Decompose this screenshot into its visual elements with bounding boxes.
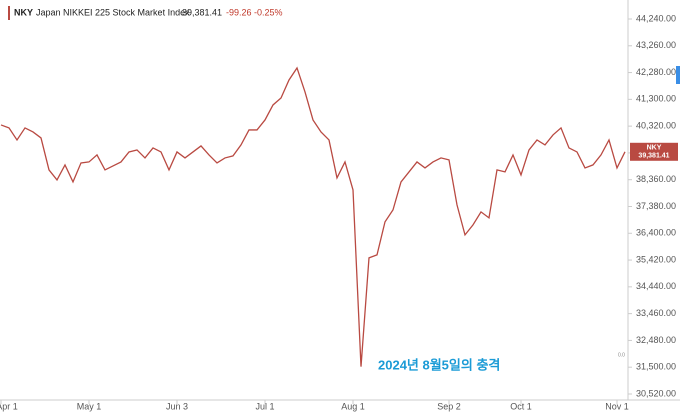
marker-text: 0.0 — [618, 352, 625, 358]
y-tick-label: 30,520.00 — [636, 388, 676, 398]
y-tick-label: 33,460.00 — [636, 308, 676, 318]
x-tick-label: Jul 1 — [255, 401, 274, 411]
x-tick-label: May 1 — [77, 401, 102, 411]
y-tick-label: 32,480.00 — [636, 335, 676, 345]
annotation: 2024년 8월5일의 충격 — [378, 357, 500, 372]
change: -99.26 — [226, 7, 252, 17]
y-tick-label: 41,300.00 — [636, 94, 676, 104]
x-tick-label: Jun 3 — [166, 401, 188, 411]
y-tick-label: 34,440.00 — [636, 281, 676, 291]
header-accent — [8, 6, 10, 20]
x-tick-label: Aug 1 — [341, 401, 365, 411]
y-tick-label: 42,280.00 — [636, 67, 676, 77]
index-name: Japan NIKKEI 225 Stock Market Index — [36, 7, 190, 17]
price-line — [0, 66, 626, 367]
last-badge — [630, 142, 678, 161]
x-tick-label: Apr 1 — [0, 401, 18, 411]
y-tick-label: 38,360.00 — [636, 174, 676, 184]
y-tick-label: 35,420.00 — [636, 254, 676, 264]
badge-ticker: NKY — [647, 145, 662, 152]
y-tick-label: 44,240.00 — [636, 13, 676, 23]
y-tick-label: 36,400.00 — [636, 228, 676, 238]
badge-price: 39,381.41 — [638, 153, 669, 160]
scroll-handle — [676, 66, 680, 84]
last-price: 39,381.41 — [182, 7, 222, 17]
y-tick-label: 37,380.00 — [636, 201, 676, 211]
y-tick-label: 31,500.00 — [636, 362, 676, 372]
x-tick-label: Oct 1 — [510, 401, 532, 411]
x-tick-label: Nov 1 — [605, 401, 629, 411]
header: NKY Japan NIKKEI 225 Stock Market Index … — [8, 6, 283, 20]
change-pct: -0.25% — [254, 7, 283, 17]
x-tick-label: Sep 2 — [437, 401, 461, 411]
ticker: NKY — [14, 7, 33, 17]
y-tick-label: 40,320.00 — [636, 121, 676, 131]
y-tick-label: 43,260.00 — [636, 40, 676, 50]
